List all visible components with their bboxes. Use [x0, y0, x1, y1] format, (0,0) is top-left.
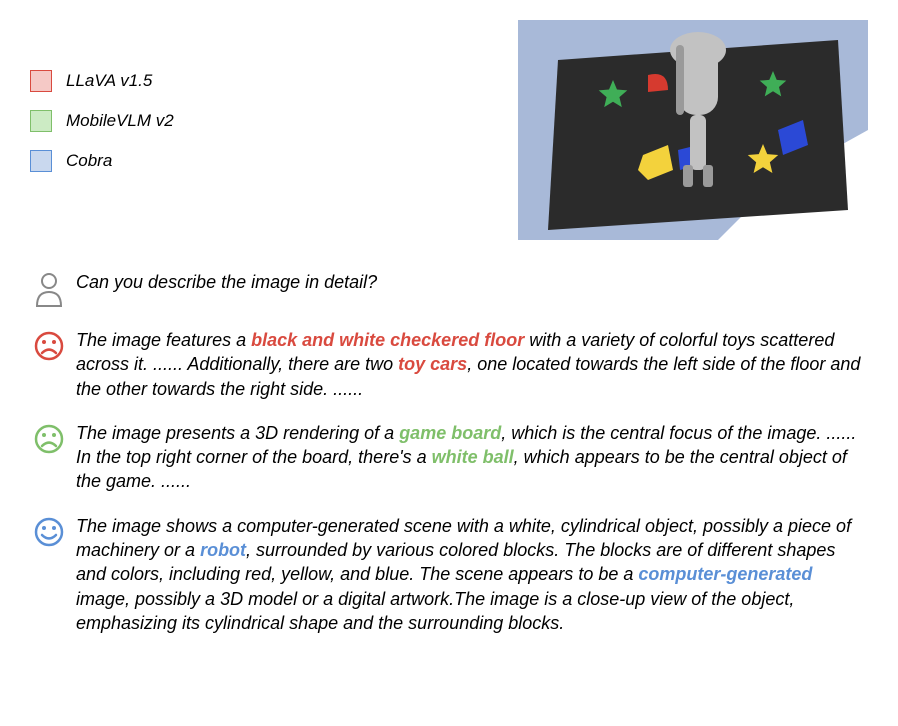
response-row: The image presents a 3D rendering of a g…	[30, 421, 868, 494]
response-text: The image presents a 3D rendering of a g…	[68, 421, 868, 494]
legend-swatch	[30, 110, 52, 132]
legend-item: MobileVLM v2	[30, 110, 174, 132]
question-row: Can you describe the image in detail?	[30, 270, 868, 308]
sad-face-icon	[30, 328, 68, 362]
response-text: The image features a black and white che…	[68, 328, 868, 401]
response-row: The image features a black and white che…	[30, 328, 868, 401]
legend-item: LLaVA v1.5	[30, 70, 174, 92]
legend-swatch	[30, 70, 52, 92]
highlight-span: black and white checkered floor	[251, 330, 524, 350]
question-text: Can you describe the image in detail?	[68, 270, 868, 294]
highlight-span: robot	[200, 540, 246, 560]
happy-face-icon	[30, 514, 68, 548]
text-span: The image presents a 3D rendering of a	[76, 423, 399, 443]
legend-label: LLaVA v1.5	[66, 71, 152, 91]
highlight-span: game board	[399, 423, 501, 443]
scene-image	[518, 20, 868, 240]
highlight-span: white ball	[432, 447, 514, 467]
legend-item: Cobra	[30, 150, 174, 172]
legend: LLaVA v1.5 MobileVLM v2 Cobra	[30, 20, 174, 190]
text-span: image, possibly a 3D model or a digital …	[76, 589, 794, 633]
sad-face-icon	[30, 421, 68, 455]
highlight-span: computer-generated	[638, 564, 812, 584]
legend-label: MobileVLM v2	[66, 111, 174, 131]
highlight-span: toy cars	[398, 354, 467, 374]
legend-swatch	[30, 150, 52, 172]
text-span: The image features a	[76, 330, 251, 350]
response-text: The image shows a computer-generated sce…	[68, 514, 868, 635]
legend-label: Cobra	[66, 151, 112, 171]
qa-block: Can you describe the image in detail? The…	[0, 240, 898, 635]
person-icon	[30, 270, 68, 308]
response-row: The image shows a computer-generated sce…	[30, 514, 868, 635]
